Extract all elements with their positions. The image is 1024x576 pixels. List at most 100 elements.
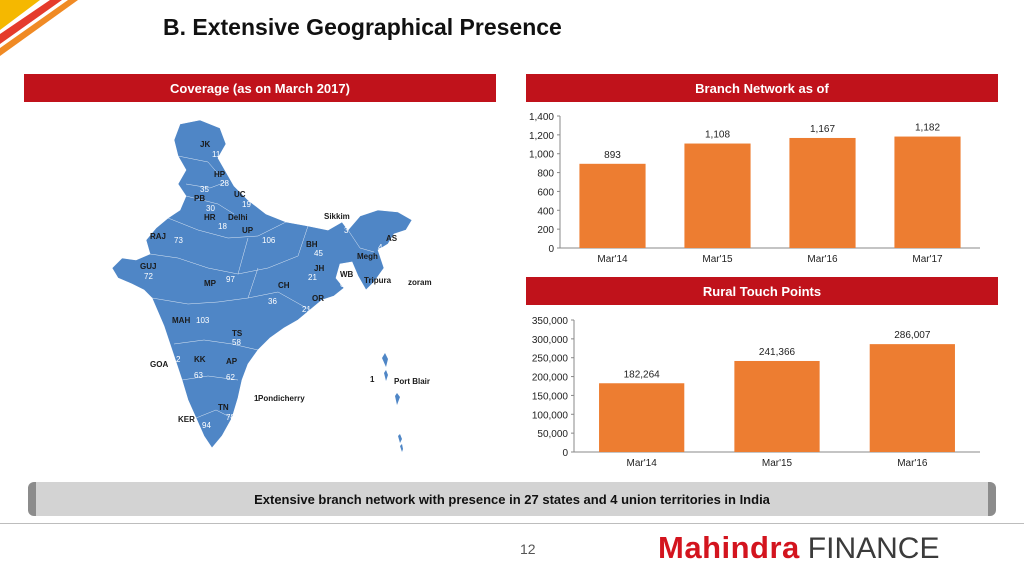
map-label-up: UP (242, 226, 254, 235)
map-label-wb: WB (340, 270, 354, 279)
rural-ytick-label: 150,000 (532, 391, 569, 402)
map-label-ker: KER (178, 415, 195, 424)
map-label-jk: JK (200, 140, 211, 149)
rural-bar (599, 383, 685, 452)
rural-bar (869, 344, 955, 452)
map-label-delhi: Delhi (228, 213, 248, 222)
rural-ytick-label: 50,000 (537, 429, 568, 440)
map-count-goa: 2 (176, 355, 181, 364)
map-count-tripura: 3 (384, 266, 389, 275)
banner-right-cap (988, 482, 996, 516)
branch-value-label: 1,167 (810, 124, 835, 135)
rural-ytick-label: 100,000 (532, 410, 569, 421)
map-count-ch: 36 (268, 297, 277, 306)
map-label-ts: TS (232, 329, 243, 338)
branch-ytick-label: 600 (537, 187, 554, 198)
branch-bar (579, 163, 646, 248)
rural-ytick-label: 300,000 (532, 335, 569, 346)
branch-ytick-label: 200 (537, 225, 554, 236)
branch-value-label: 893 (604, 150, 621, 161)
branch-network-chart: 0 200 400 600 800 1,000 1,200 1,400 893 Mar'14 1,1… (529, 112, 980, 265)
logo-sub: FINANCE (807, 532, 940, 565)
map-label-megh: Megh (357, 252, 378, 261)
footer-divider (0, 523, 1024, 524)
map-count-ap: 62 (226, 373, 235, 382)
rural-ytick-label: 200,000 (532, 373, 569, 384)
map-label-goa: GOA (150, 360, 169, 369)
branch-ytick-label: 1,200 (529, 131, 554, 142)
rural-touch-points-header: Rural Touch Points (526, 277, 998, 305)
footer-banner: Extensive branch network with presence i… (28, 482, 996, 516)
banner-background (36, 482, 988, 516)
branch-network-header: Branch Network as of (526, 74, 998, 102)
map-count-up: 106 (262, 236, 276, 245)
banner-left-cap (28, 482, 36, 516)
map-count-as: 34 (400, 234, 409, 243)
branch-category-label: Mar'15 (702, 254, 733, 265)
map-count-pb: 35 (200, 185, 209, 194)
rural-value-label: 241,366 (759, 347, 796, 358)
map-label-guj: GUJ (140, 262, 157, 271)
map-count-jk: 11 (212, 150, 221, 159)
map-label-ap: AP (226, 357, 238, 366)
branch-value-label: 1,108 (705, 130, 730, 141)
rural-ytick-label: 0 (562, 448, 568, 459)
rural-category-label: Mar'15 (762, 458, 793, 469)
rural-ytick-label: 350,000 (532, 316, 569, 327)
footer-text: Extensive branch network with presence i… (254, 491, 770, 507)
coverage-header: Coverage (as on March 2017) (24, 74, 496, 102)
map-label-mah: MAH (172, 316, 191, 325)
branch-ytick-label: 0 (548, 244, 554, 255)
branch-value-label: 1,182 (915, 123, 940, 134)
rural-value-label: 286,007 (894, 330, 931, 341)
map-label-raj: RAJ (150, 232, 167, 241)
map-count-hp: 28 (220, 179, 229, 188)
map-count-ker: 94 (202, 421, 211, 430)
map-count-bh: 45 (314, 249, 323, 258)
rural-category-label: Mar'14 (627, 458, 658, 469)
map-label-port-blair: Port Blair (394, 377, 431, 386)
map-count-megh: 4 (378, 243, 383, 252)
map-count-or: 21 (302, 305, 311, 314)
rural-bar (734, 360, 820, 452)
map-count-mp: 97 (226, 275, 235, 284)
map-label-bh: BH (306, 240, 318, 249)
map-count-raj: 73 (174, 236, 183, 245)
branch-category-label: Mar'16 (807, 254, 838, 265)
mahindra-finance-logo: Mahindra FINANCE (658, 530, 939, 566)
corner-stripes-decoration (0, 0, 78, 56)
india-map-shape (111, 119, 413, 452)
map-count-sikkim: 3 (344, 226, 349, 235)
map-label-mizoram: zoram (408, 278, 432, 287)
map-label-tripura: Tripura (364, 276, 392, 285)
map-label-hr: HR (204, 213, 216, 222)
map-count-jh: 21 (308, 273, 317, 282)
map-label-jh: JH (314, 264, 325, 273)
map-label-pb: PB (194, 194, 206, 203)
rural-ytick-label: 250,000 (532, 354, 569, 365)
page-number: 12 (520, 541, 536, 557)
map-label-as: AS (386, 234, 398, 243)
branch-category-label: Mar'17 (912, 254, 943, 265)
branch-category-label: Mar'14 (597, 254, 628, 265)
map-label-ch: CH (278, 281, 290, 290)
branch-ytick-label: 1,000 (529, 150, 554, 161)
branch-ytick-label: 400 (537, 206, 554, 217)
map-label-uc: UC (234, 190, 246, 199)
rural-category-label: Mar'16 (897, 458, 928, 469)
map-label-kk: KK (194, 355, 206, 364)
logo-brand: Mahindra (658, 530, 800, 565)
map-label-pondicherry: Pondicherry (258, 394, 305, 403)
branch-bar (684, 143, 751, 248)
rural-value-label: 182,264 (624, 369, 661, 380)
branch-ytick-label: 800 (537, 169, 554, 180)
map-count-delhi: 18 (218, 222, 227, 231)
map-count-uc: 19 (242, 200, 251, 209)
map-count-pondicherry: 1 (254, 394, 259, 403)
branch-bar (894, 136, 961, 248)
page-title: B. Extensive Geographical Presence (163, 14, 562, 40)
map-count-hr: 30 (206, 204, 215, 213)
map-count-port-blair: 1 (370, 375, 375, 384)
map-count-tn: 78 (226, 413, 235, 422)
map-count-ts: 58 (232, 338, 241, 347)
